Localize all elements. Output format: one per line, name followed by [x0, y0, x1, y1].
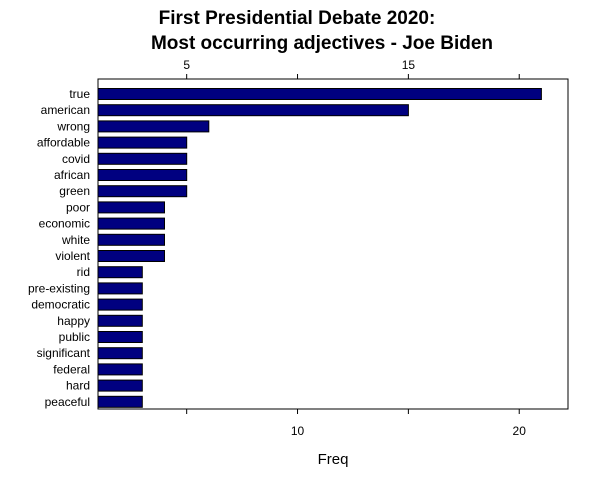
category-label-wrong: wrong: [56, 119, 90, 133]
x-axis-ticks: 5 10 15 20: [183, 58, 526, 438]
category-label-green: green: [59, 184, 90, 198]
category-label-violent: violent: [55, 249, 90, 263]
category-label-happy: happy: [57, 314, 90, 328]
bar-economic: [97, 217, 165, 230]
category-label-economic: economic: [39, 217, 90, 231]
category-label-pre-existing: pre-existing: [28, 281, 90, 295]
category-label-hard: hard: [66, 379, 90, 393]
bar-covid: [97, 152, 188, 165]
category-label-public: public: [59, 330, 90, 344]
bar-public: [97, 331, 143, 343]
bar-rid: [97, 266, 143, 279]
category-label-affordable: affordable: [37, 136, 90, 150]
bar-federal: [97, 363, 143, 376]
chart-title-line-2: Most occurring adjectives - Joe Biden: [151, 33, 493, 54]
bar-poor: [97, 201, 165, 214]
category-labels: true american wrong affordable covid african g…: [28, 87, 91, 409]
bar-true: [97, 88, 542, 100]
bar-pre-existing: [97, 282, 143, 295]
bar-significant: [97, 347, 143, 360]
x-tick-label-20: 20: [513, 424, 527, 438]
category-label-african: african: [54, 168, 90, 182]
bar-affordable: [97, 136, 188, 149]
category-label-democratic: democratic: [31, 298, 90, 312]
bar-green: [97, 185, 188, 198]
category-label-american: american: [41, 103, 90, 117]
bar-democratic: [97, 298, 143, 311]
x-tick-label-10: 10: [291, 424, 305, 438]
category-label-federal: federal: [53, 362, 90, 376]
x-tick-label-5: 5: [183, 58, 190, 72]
category-label-covid: covid: [62, 152, 90, 166]
x-tick-label-15: 15: [402, 58, 416, 72]
chart-title-line-1: First Presidential Debate 2020:: [159, 8, 436, 29]
bar-american: [97, 104, 409, 117]
bar-peaceful: [97, 395, 143, 408]
category-label-significant: significant: [37, 346, 91, 360]
bar-wrong: [97, 120, 210, 133]
bar-african: [97, 169, 188, 181]
x-axis-label: Freq: [318, 451, 349, 468]
category-label-white: white: [61, 233, 90, 247]
category-label-peaceful: peaceful: [45, 395, 90, 409]
bars-group: [97, 88, 542, 408]
category-label-poor: poor: [66, 200, 90, 214]
bar-violent: [97, 250, 165, 262]
bar-happy: [97, 314, 143, 327]
category-label-rid: rid: [77, 265, 90, 279]
bar-hard: [97, 379, 143, 392]
category-label-true: true: [69, 87, 90, 101]
bar-white: [97, 233, 165, 246]
